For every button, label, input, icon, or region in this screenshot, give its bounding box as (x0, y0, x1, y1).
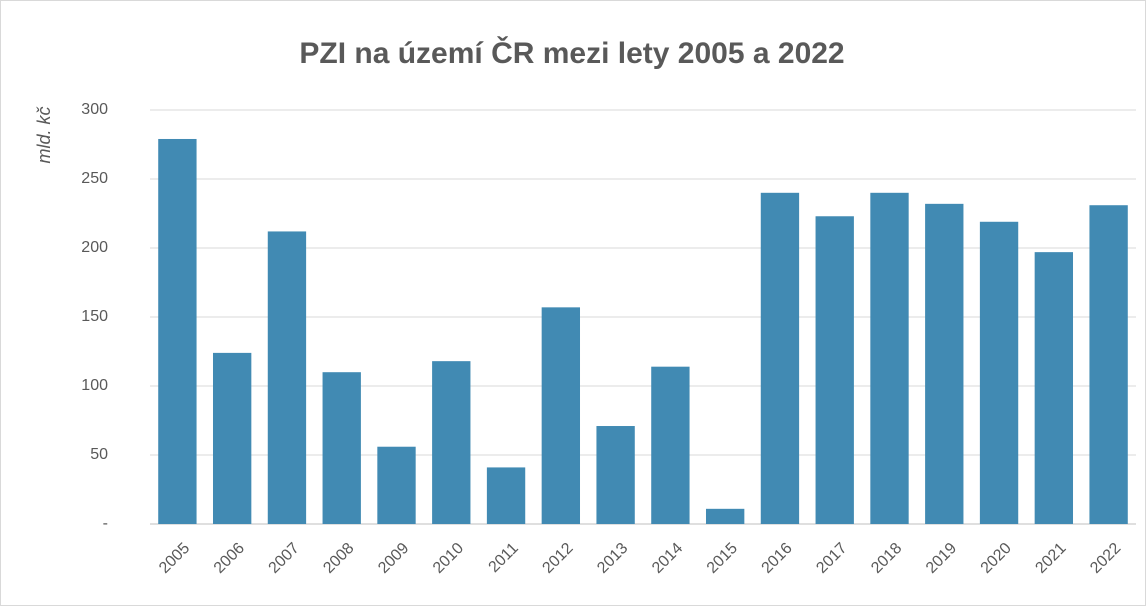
bar (925, 203, 964, 524)
bar (815, 216, 854, 524)
bar (322, 372, 361, 524)
bar (432, 361, 471, 524)
y-tick-label: 300 (81, 101, 108, 118)
bar (267, 231, 307, 524)
y-tick-label: - (103, 515, 108, 532)
y-tick-label: 50 (90, 446, 108, 463)
bar (158, 138, 197, 525)
bar (870, 192, 909, 525)
y-tick-label: 100 (81, 377, 108, 394)
bar (651, 366, 690, 524)
y-tick-label: 200 (81, 239, 108, 256)
y-axis-label: mld. kč (34, 106, 54, 163)
bar (541, 307, 581, 524)
bar (596, 426, 635, 524)
bar (705, 508, 745, 524)
bar (486, 467, 526, 524)
bar (979, 221, 1019, 524)
bar (377, 446, 416, 524)
y-tick-label: 250 (81, 170, 108, 187)
bar (760, 192, 800, 525)
bar (1089, 205, 1128, 524)
bar (1034, 252, 1074, 524)
chart-title: PZI na území ČR mezi lety 2005 a 2022 (299, 36, 844, 70)
y-tick-label: 150 (81, 308, 108, 325)
bar (212, 352, 252, 524)
